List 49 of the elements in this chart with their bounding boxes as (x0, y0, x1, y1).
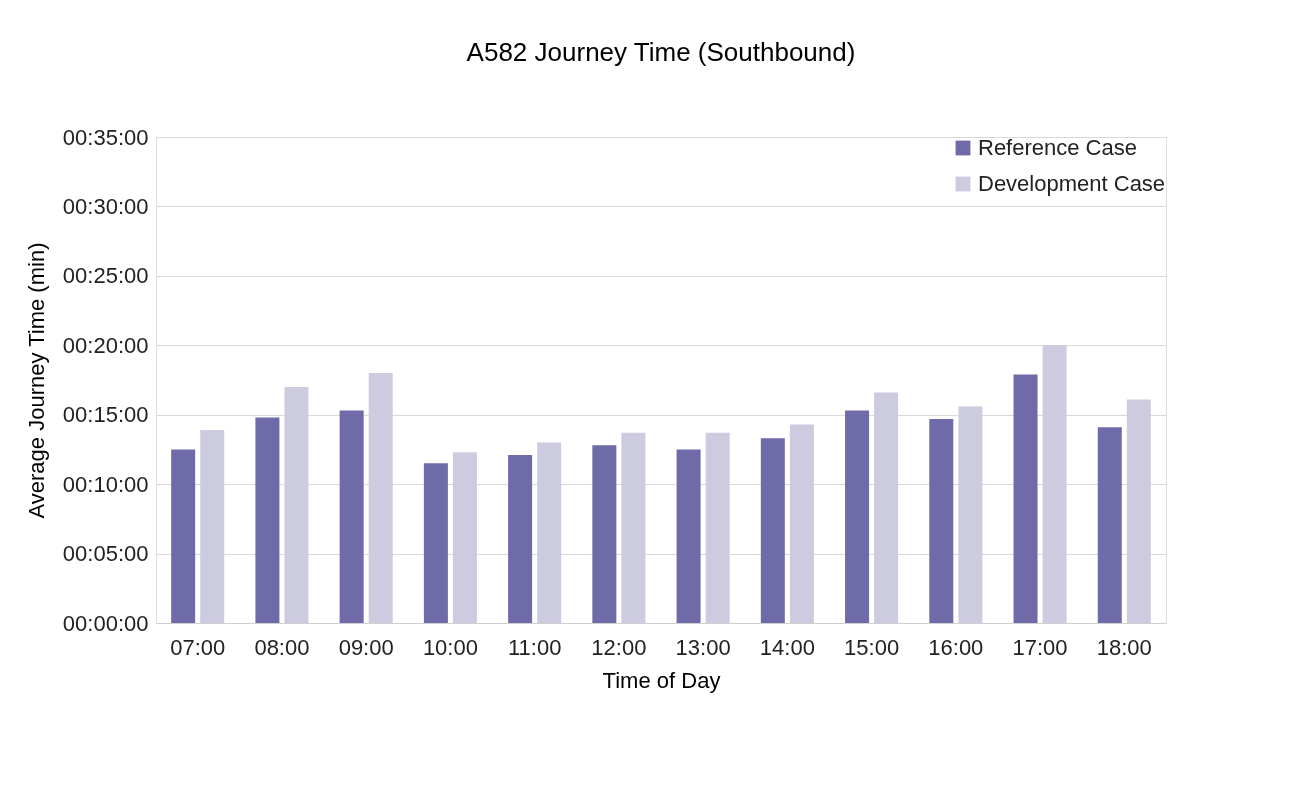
bar (874, 392, 899, 623)
y-axis-title: Average Journey Time (min) (23, 242, 49, 519)
y-tick-label: 00:35:00 (62, 124, 149, 150)
x-tick-label: 07:00 (170, 634, 226, 660)
bar (255, 417, 280, 623)
x-tick-label: 09:00 (338, 634, 394, 660)
legend-label: Reference Case (978, 135, 1137, 160)
bar (760, 438, 785, 623)
x-tick-label: 17:00 (1012, 634, 1068, 660)
bar (452, 452, 477, 623)
bar (621, 432, 646, 623)
bar (368, 373, 393, 623)
x-tick-label: 16:00 (928, 634, 984, 660)
y-tick-label: 00:30:00 (62, 193, 149, 219)
bar (958, 406, 983, 623)
y-tick-label: 00:25:00 (62, 263, 149, 289)
bar (423, 463, 448, 623)
bar (705, 432, 730, 623)
x-axis-title: Time of Day (602, 667, 721, 693)
bar (537, 442, 562, 623)
x-tick-label: 12:00 (591, 634, 647, 660)
bar (508, 454, 533, 623)
bar (171, 449, 196, 623)
x-tick-label: 15:00 (844, 634, 900, 660)
legend-label: Development Case (978, 171, 1166, 196)
bar (592, 445, 617, 623)
y-tick-label: 00:15:00 (62, 402, 149, 428)
bar (676, 449, 701, 623)
y-tick-label: 00:20:00 (62, 332, 149, 358)
x-tick-label: 08:00 (254, 634, 310, 660)
x-tick-label: 11:00 (507, 634, 562, 660)
x-tick-label: 13:00 (675, 634, 731, 660)
bar (284, 386, 309, 623)
bar (929, 418, 954, 623)
bar (339, 410, 364, 623)
bar (789, 424, 814, 623)
chart-title: A582 Journey Time (Southbound) (466, 37, 856, 67)
bar (845, 410, 870, 623)
x-tick-label: 18:00 (1096, 634, 1152, 660)
x-tick-label: 14:00 (759, 634, 815, 660)
bar (200, 429, 225, 623)
bar (1013, 374, 1038, 623)
x-tick-label: 10:00 (422, 634, 478, 660)
bar (1126, 399, 1151, 623)
bar (1042, 345, 1067, 623)
y-tick-label: 00:10:00 (62, 471, 149, 497)
bar (1097, 427, 1122, 623)
y-tick-label: 00:05:00 (62, 541, 149, 567)
y-tick-label: 00:00:00 (62, 610, 149, 636)
